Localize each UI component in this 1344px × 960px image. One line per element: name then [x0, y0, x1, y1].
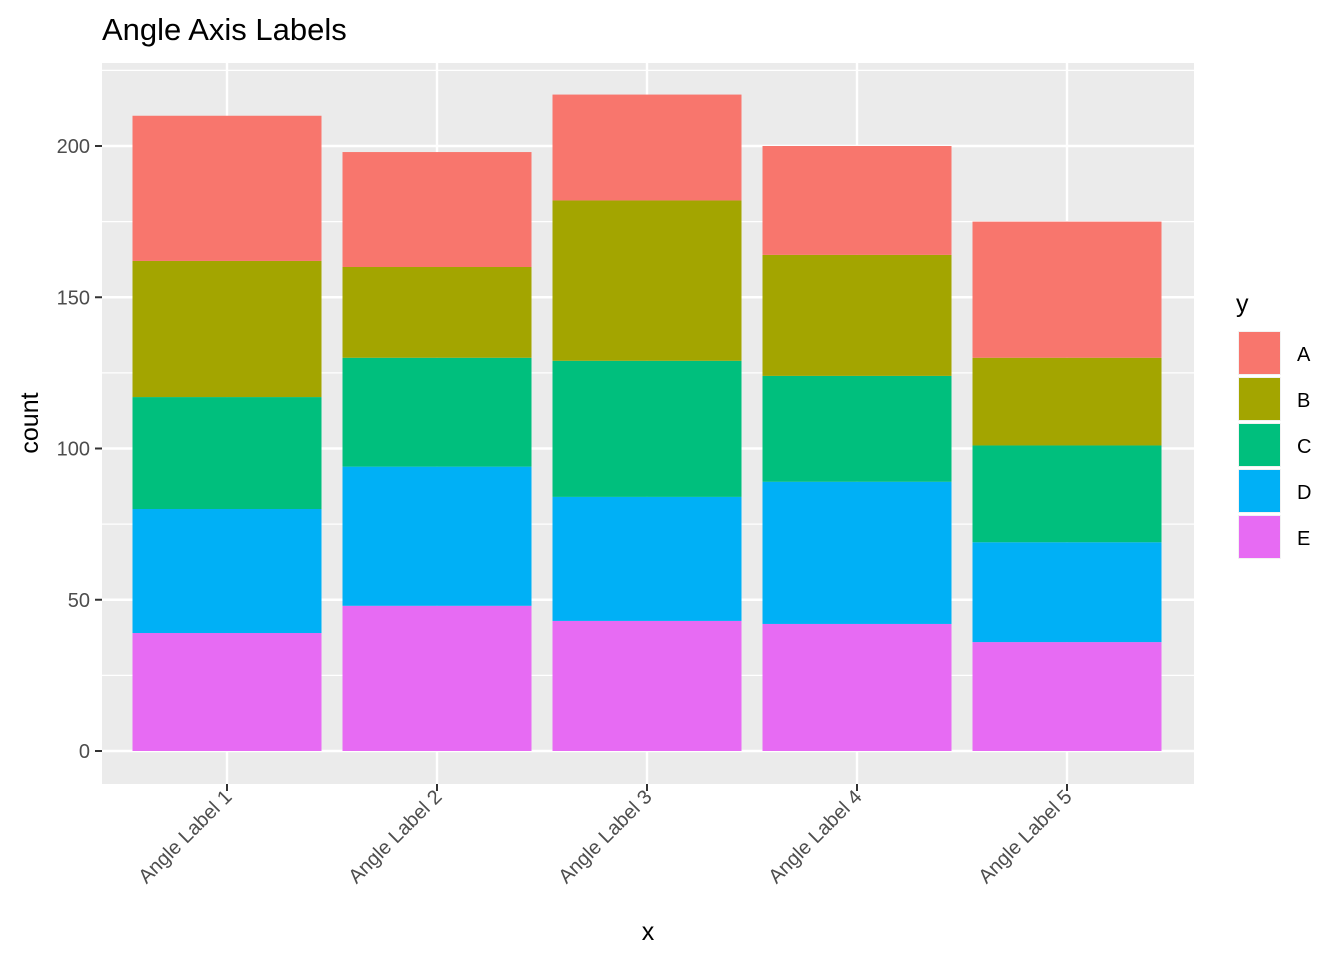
bar-segment-d — [132, 509, 322, 634]
x-tick-label: Angle Label 2 — [344, 786, 446, 888]
bar-segment-b — [132, 260, 322, 398]
bar-segment-c — [342, 357, 532, 467]
bar-segment-b — [972, 357, 1162, 446]
bar-segment-b — [342, 267, 532, 358]
y-tick-label: 0 — [79, 741, 90, 763]
bar-segment-d — [342, 466, 532, 606]
legend-label: E — [1297, 528, 1310, 550]
y-tick-label: 200 — [57, 136, 90, 158]
x-tick-label: Angle Label 3 — [554, 786, 656, 888]
x-tick-label: Angle Label 4 — [764, 786, 866, 888]
bar-segment-b — [552, 200, 742, 361]
y-tick-label: 50 — [68, 590, 90, 612]
legend-title: y — [1236, 290, 1249, 318]
legend-key-d — [1239, 470, 1280, 512]
legend-key-b — [1239, 378, 1280, 420]
legend-key-e — [1239, 516, 1280, 558]
bar-segment-d — [552, 496, 742, 621]
bar-segment-b — [762, 254, 952, 376]
bar-segment-e — [342, 605, 532, 751]
x-axis-title: x — [642, 918, 655, 946]
bar-segment-e — [552, 620, 742, 751]
bar-segment-c — [552, 360, 742, 497]
bar-segment-d — [762, 481, 952, 624]
bar-segment-a — [132, 115, 322, 261]
bar-segment-c — [132, 397, 322, 509]
bar-segment-a — [552, 94, 742, 201]
bar-segment-c — [762, 375, 952, 482]
y-axis-title: count — [16, 392, 44, 453]
bar-segment-a — [972, 221, 1162, 358]
legend: y A B C D E — [1236, 290, 1311, 559]
y-tick-label: 100 — [57, 439, 90, 461]
x-tick-label: Angle Label 5 — [974, 786, 1076, 888]
bar-segment-c — [972, 445, 1162, 543]
bar-segment-d — [972, 542, 1162, 643]
x-axis: Angle Label 1 Angle Label 2 Angle Label 3 A… — [134, 784, 1077, 888]
bar-segment-e — [762, 623, 952, 751]
bar-segment-a — [762, 146, 952, 255]
bar-segment-e — [972, 642, 1162, 751]
legend-label: C — [1297, 436, 1311, 458]
legend-label: B — [1297, 390, 1310, 412]
bar-segment-a — [342, 152, 532, 267]
legend-label: A — [1297, 344, 1311, 366]
legend-label: D — [1297, 482, 1311, 504]
x-tick-label: Angle Label 1 — [134, 786, 236, 888]
bar-segment-e — [132, 633, 322, 751]
legend-key-c — [1239, 424, 1280, 466]
bars — [132, 94, 1162, 751]
y-axis: 0 50 100 150 200 — [57, 136, 102, 763]
chart-title: Angle Axis Labels — [102, 12, 347, 47]
legend-key-a — [1239, 332, 1280, 374]
y-tick-label: 150 — [57, 287, 90, 309]
